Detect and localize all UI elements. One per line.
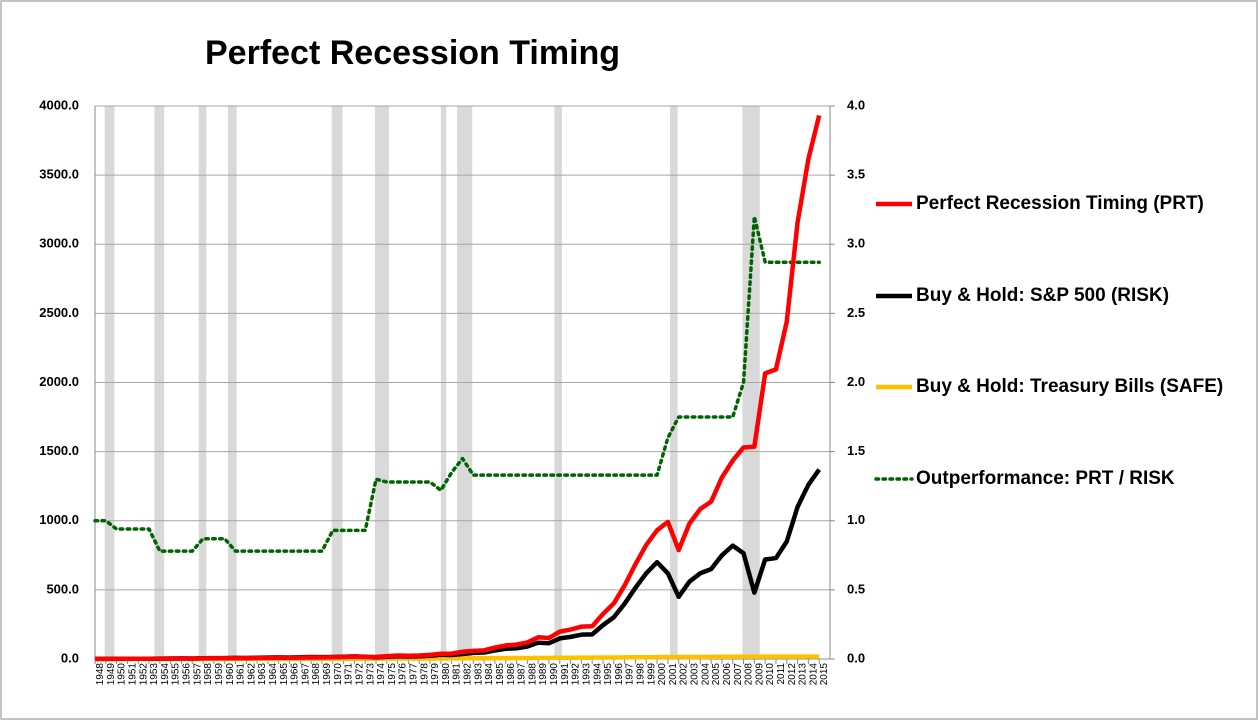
x-tick-label: 1948 (95, 663, 106, 686)
x-tick-label: 2002 (679, 663, 690, 686)
y2-tick-label: 1.5 (847, 443, 865, 458)
x-tick-label: 1980 (441, 663, 452, 686)
x-tick-label: 1988 (527, 663, 538, 686)
x-tick-label: 1972 (354, 663, 365, 686)
y-tick-label: 1000.0 (39, 512, 79, 527)
legend-item: Perfect Recession Timing (PRT) (876, 193, 1204, 214)
legend-label: Outperformance: PRT / RISK (916, 468, 1175, 489)
x-tick-label: 1989 (538, 663, 549, 686)
x-tick-label: 1957 (192, 663, 203, 686)
x-tick-label: 1958 (203, 663, 214, 686)
legend-label: Buy & Hold: Treasury Bills (SAFE) (916, 376, 1223, 397)
y-tick-label: 0.0 (61, 650, 79, 665)
x-tick-label: 1952 (138, 663, 149, 686)
x-tick-label: 2008 (744, 663, 755, 686)
x-tick-label: 2011 (776, 663, 787, 685)
x-tick-label: 1983 (473, 663, 484, 686)
x-tick-label: 1991 (560, 663, 571, 686)
x-tick-label: 1985 (495, 663, 506, 686)
x-tick-label: 1955 (171, 663, 182, 686)
x-tick-label: 2000 (657, 663, 668, 686)
x-tick-label: 1999 (646, 663, 657, 686)
legend-item: Outperformance: PRT / RISK (874, 468, 1175, 489)
y-tick-label: 1500.0 (39, 443, 79, 458)
x-tick-label: 2015 (819, 663, 830, 686)
x-tick-label: 1960 (225, 663, 236, 686)
x-tick-label: 1973 (365, 663, 376, 686)
chart-title: Perfect Recession Timing (205, 34, 620, 72)
legend-item: Buy & Hold: S&P 500 (RISK) (876, 285, 1169, 306)
x-tick-label: 2005 (711, 663, 722, 686)
x-tick-label: 1994 (592, 663, 603, 686)
x-tick-label: 1956 (182, 663, 193, 686)
series-line (93, 214, 821, 553)
x-tick-label: 1968 (311, 663, 322, 686)
y2-tick-label: 2.0 (847, 374, 865, 389)
x-tick-label: 1961 (236, 663, 247, 686)
series-line (94, 114, 822, 662)
x-tick-label: 1976 (398, 663, 409, 686)
x-tick-label: 1965 (279, 663, 290, 686)
x-tick-label: 1975 (387, 663, 398, 686)
x-tick-label: 1963 (257, 663, 268, 686)
x-tick-label: 1979 (430, 663, 441, 686)
x-tick-label: 1995 (603, 663, 614, 686)
y-tick-label: 3500.0 (39, 167, 79, 182)
x-tick-label: 1967 (300, 663, 311, 686)
x-tick-label: 2012 (787, 663, 798, 686)
x-tick-label: 1969 (322, 663, 333, 686)
x-tick-label: 1992 (571, 663, 582, 686)
x-tick-label: 1951 (127, 663, 138, 686)
x-tick-label: 2007 (733, 663, 744, 686)
x-tick-label: 1982 (463, 663, 474, 686)
y2-tick-label: 4.0 (847, 97, 865, 112)
x-tick-label: 1974 (376, 663, 387, 686)
x-tick-label: 1964 (268, 663, 279, 686)
x-tick-label: 1954 (160, 663, 171, 686)
x-tick-label: 2004 (700, 663, 711, 686)
x-tick-label: 1970 (333, 663, 344, 686)
x-tick-label: 2014 (808, 663, 819, 686)
legend-label: Perfect Recession Timing (PRT) (916, 193, 1204, 214)
y-tick-label: 2000.0 (39, 374, 79, 389)
y2-tick-label: 0.5 (847, 581, 865, 596)
x-tick-label: 1950 (117, 663, 128, 686)
y-tick-label: 4000.0 (39, 97, 79, 112)
y2-tick-label: 3.0 (847, 236, 865, 251)
x-tick-label: 1971 (344, 663, 355, 686)
x-tick-label: 2010 (765, 663, 776, 686)
x-tick-label: 1981 (452, 663, 463, 686)
y2-tick-label: 1.0 (847, 512, 865, 527)
x-tick-label: 1962 (246, 663, 257, 686)
y2-tick-label: 0.0 (847, 650, 865, 665)
x-tick-label: 2009 (754, 663, 765, 686)
x-tick-label: 1966 (290, 663, 301, 686)
x-tick-label: 2006 (722, 663, 733, 686)
legend-label: Buy & Hold: S&P 500 (RISK) (916, 285, 1169, 306)
x-tick-label: 2003 (690, 663, 701, 686)
x-tick-label: 1949 (106, 663, 117, 686)
y-tick-label: 3000.0 (39, 236, 79, 251)
y2-tick-label: 3.5 (847, 167, 865, 182)
x-tick-label: 1986 (506, 663, 517, 686)
y-tick-label: 2500.0 (39, 305, 79, 320)
y-tick-label: 500.0 (46, 581, 79, 596)
x-tick-label: 1996 (614, 663, 625, 686)
legend-item: Buy & Hold: Treasury Bills (SAFE) (876, 376, 1223, 397)
x-tick-label: 1977 (409, 663, 420, 686)
x-tick-label: 1959 (214, 663, 225, 686)
x-tick-label: 1998 (635, 663, 646, 686)
x-tick-label: 1993 (581, 663, 592, 686)
x-tick-label: 1997 (625, 663, 636, 686)
y2-tick-label: 2.5 (847, 305, 865, 320)
x-tick-label: 1990 (549, 663, 560, 686)
x-tick-label: 1984 (484, 663, 495, 686)
x-tick-label: 1953 (149, 663, 160, 686)
x-tick-label: 1987 (517, 663, 528, 686)
x-tick-label: 1978 (419, 663, 430, 686)
x-tick-label: 2001 (668, 663, 679, 686)
x-tick-label: 2013 (798, 663, 809, 686)
